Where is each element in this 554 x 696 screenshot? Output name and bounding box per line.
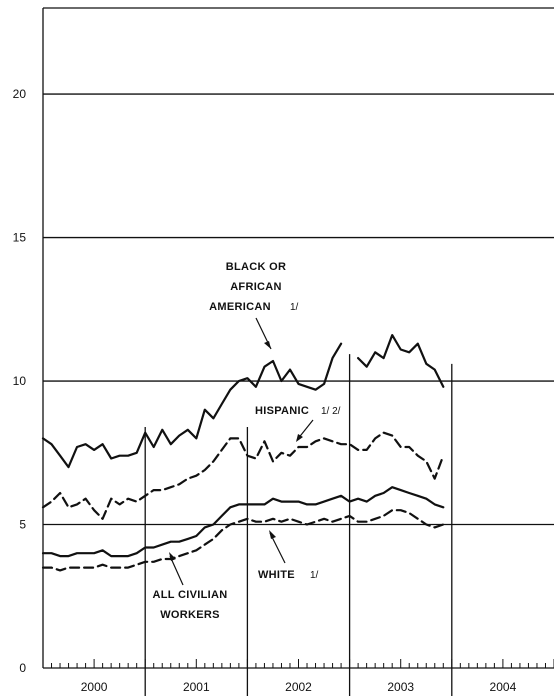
annotation-black-line2: AFRICAN (230, 281, 282, 293)
y-tick-0: 0 (19, 661, 26, 675)
x-tick-2000: 2000 (81, 680, 108, 694)
y-tick-5: 5 (19, 518, 26, 532)
series-lines (41, 334, 445, 572)
annotation-white-note: 1/ (310, 570, 319, 581)
plot-frame (42, 7, 554, 669)
vertical-markers (144, 354, 453, 696)
series-line-black-or-african-american (41, 334, 445, 469)
annotation-black-arrowhead (264, 341, 271, 349)
y-tick-15: 15 (13, 231, 27, 245)
annotation-white-arrowhead (269, 530, 276, 539)
annotation-hispanic-arrowhead (296, 434, 303, 442)
annotation-all-pointer (169, 555, 184, 586)
annotation-hispanic-label: HISPANIC (255, 405, 309, 417)
gridlines (43, 93, 554, 526)
y-tick-20: 20 (13, 87, 27, 101)
y-tick-10: 10 (13, 374, 27, 388)
x-tick-2003: 2003 (387, 680, 414, 694)
x-tick-2001: 2001 (183, 680, 210, 694)
annotation-all-civilian: ALL CIVILIAN WORKERS (153, 552, 228, 621)
annotation-white: WHITE 1/ (258, 530, 319, 581)
annotation-black: BLACK OR AFRICAN AMERICAN 1/ (209, 261, 299, 350)
annotation-all-arrowhead (169, 552, 176, 561)
x-tick-2004: 2004 (490, 680, 517, 694)
y-axis-tick-labels: 0 5 10 15 20 (13, 87, 27, 675)
annotation-black-line3: AMERICAN (209, 301, 271, 313)
x-axis-ticks: 2000 2001 2002 2003 2004 (42, 659, 554, 694)
series-line-hispanic (41, 431, 445, 520)
annotation-hispanic-note: 1/ 2/ (321, 406, 341, 417)
annotation-hispanic: HISPANIC 1/ 2/ (255, 405, 341, 442)
x-tick-2002: 2002 (285, 680, 312, 694)
annotation-all-line1: ALL CIVILIAN (153, 589, 228, 601)
series-line-white (41, 509, 445, 572)
annotation-white-label: WHITE (258, 569, 295, 581)
series-line-all-civilian-workers (41, 486, 445, 558)
annotation-all-line2: WORKERS (160, 609, 220, 621)
annotation-black-note: 1/ (290, 302, 299, 313)
annotation-black-line1: BLACK OR (226, 261, 286, 273)
